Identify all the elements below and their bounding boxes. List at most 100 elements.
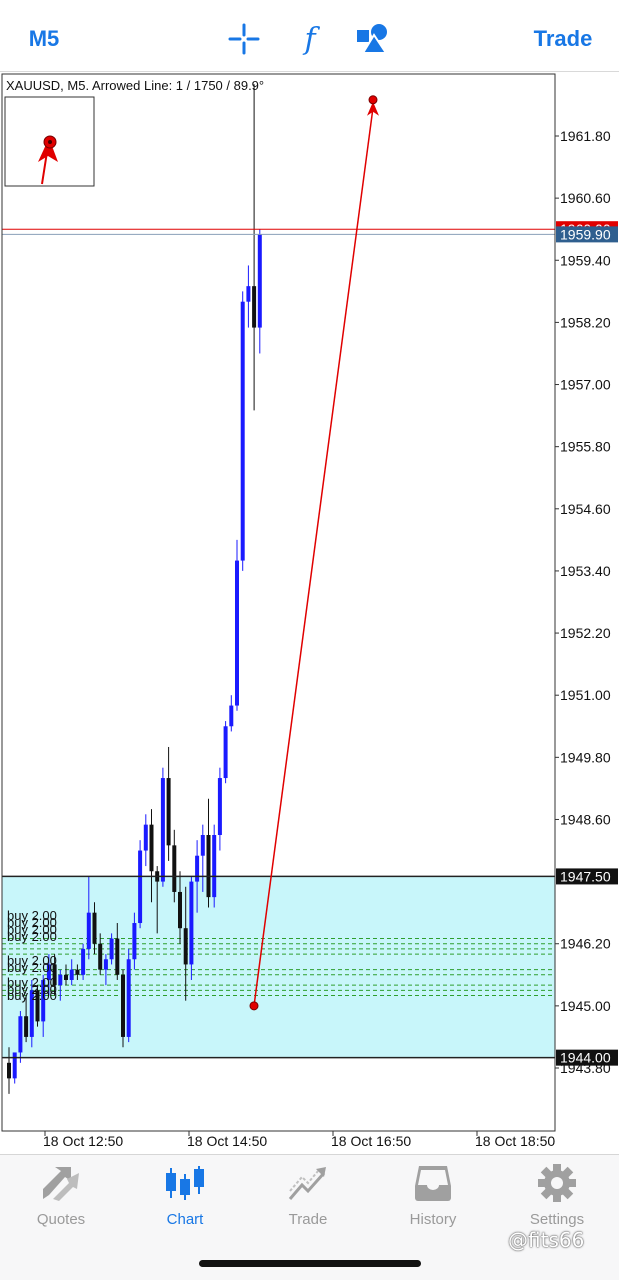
trade-trend-icon (288, 1167, 326, 1200)
price-tick-label: 1957.00 (560, 377, 611, 393)
zone-bottom-price-tag: 1944.00 (560, 1050, 611, 1066)
candle-body (235, 560, 239, 706)
candle-body (189, 881, 194, 965)
price-axis: 1961.80 1960.60 1959.40 1958.20 1957.00 1955.… (555, 128, 618, 1076)
candle-body (69, 969, 74, 980)
crosshair-icon (228, 23, 260, 55)
candles (7, 84, 262, 1094)
crosshair-button[interactable] (226, 22, 262, 56)
price-tick-label: 1951.00 (560, 687, 611, 703)
candle-body (257, 234, 262, 328)
price-tick-label: 1958.20 (560, 314, 611, 330)
top-toolbar: M5 f Trade (0, 0, 619, 72)
tab-quotes-label: Quotes (36, 1211, 86, 1228)
tab-history-label: History (409, 1211, 457, 1228)
time-axis: 18 Oct 12:50 18 Oct 14:50 18 Oct 16:50 18 O… (43, 1131, 555, 1149)
candle-body (109, 938, 114, 960)
price-tick-label: 1953.40 (560, 563, 611, 579)
horizontal-levels[interactable] (2, 228, 555, 1059)
candle-body (212, 835, 217, 898)
order-label: buy 2.00 (7, 929, 57, 944)
candle-body (172, 845, 177, 892)
candle-body (160, 778, 165, 882)
candle-body (92, 912, 97, 944)
candle-body (223, 726, 228, 779)
candle-body (121, 974, 125, 1037)
candle-body (252, 286, 257, 328)
candle-body (81, 948, 86, 975)
chart-info-text: XAUUSD, M5. Arrowed Line: 1 / 1750 / 89.… (6, 78, 264, 93)
current-price-tag-bg (556, 226, 618, 243)
candle-body (200, 835, 205, 856)
candlestick-chart-icon (166, 1166, 204, 1200)
mini-arrow-icon (38, 138, 58, 162)
price-tick-label: 1952.20 (560, 625, 611, 641)
candle-body (166, 778, 171, 846)
price-tick-label: 1959.40 (560, 252, 611, 268)
candle-body (35, 990, 40, 1022)
candle-body (41, 979, 46, 1022)
order-label: buy 2.00 (7, 960, 57, 975)
zone-top-price-tag: 1947.50 (560, 868, 611, 884)
price-tick-label: 1948.60 (560, 811, 611, 827)
bottom-tab-bar: Quotes Chart Trade (0, 1154, 619, 1280)
candle-body (206, 835, 211, 898)
candle-body (138, 850, 143, 924)
indicators-button[interactable]: f (304, 21, 316, 57)
candle-body (246, 286, 251, 302)
arrowed-line[interactable] (253, 107, 374, 1006)
time-tick-label: 18 Oct 14:50 (187, 1133, 267, 1149)
candle-body (126, 959, 131, 1037)
candle-body (75, 969, 80, 975)
candle-body (217, 778, 222, 835)
price-chart[interactable]: buy 2.00 buy 2.00 buy 2.00 buy 2.00 buy 2.00… (0, 72, 619, 1154)
time-tick-label: 18 Oct 16:50 (331, 1133, 411, 1149)
home-indicator (199, 1260, 421, 1267)
candle-body (18, 1016, 23, 1053)
candle-body (183, 928, 188, 965)
candle-body (149, 824, 154, 872)
price-tick-label: 1960.60 (560, 190, 611, 206)
candle-body (86, 912, 91, 949)
candle-body (46, 964, 51, 980)
arrowed-line-start-point[interactable] (249, 1001, 259, 1011)
order-label: buy 2.00 (7, 975, 57, 990)
order-label: buy 2.00 (7, 982, 57, 997)
candle-body (240, 301, 245, 561)
candle-body (29, 990, 34, 1037)
order-label: buy 2.00 (7, 988, 57, 1003)
candle-body (58, 974, 63, 986)
tab-quotes[interactable]: Quotes (6, 1163, 116, 1233)
candle-body (143, 824, 148, 851)
candle-body (12, 1052, 17, 1079)
price-tick-label: 1954.60 (560, 501, 611, 517)
candle-body (115, 938, 120, 975)
tab-settings[interactable]: Settings (502, 1163, 612, 1233)
candle-body (178, 891, 182, 929)
tab-chart[interactable]: Chart (130, 1163, 240, 1233)
tab-trade[interactable]: Trade (253, 1163, 363, 1233)
candle-body (7, 1062, 11, 1079)
objects-button[interactable] (354, 22, 392, 56)
time-tick-label: 18 Oct 18:50 (475, 1133, 555, 1149)
price-tick-label: 1946.20 (560, 936, 611, 952)
tab-chart-label: Chart (166, 1211, 204, 1228)
timeframe-button[interactable]: M5 (28, 26, 60, 51)
zone-bottom-price-tag-bg (556, 1049, 618, 1066)
candle-body (24, 1016, 29, 1037)
mini-navigator[interactable] (4, 96, 95, 187)
price-tick-label: 1961.80 (560, 128, 611, 144)
tab-settings-label: Settings (529, 1211, 585, 1228)
candle-body (64, 974, 68, 980)
candle-body (52, 964, 57, 986)
price-tick-label: 1949.80 (560, 749, 611, 765)
order-label: buy 2.00 (7, 953, 57, 968)
trade-button[interactable]: Trade (533, 26, 593, 51)
candle-body (132, 923, 137, 960)
candle-body (229, 705, 234, 727)
arrowed-line-head[interactable] (367, 95, 379, 116)
order-label: buy 2.00 (7, 922, 57, 937)
tab-history[interactable]: History (378, 1163, 488, 1233)
